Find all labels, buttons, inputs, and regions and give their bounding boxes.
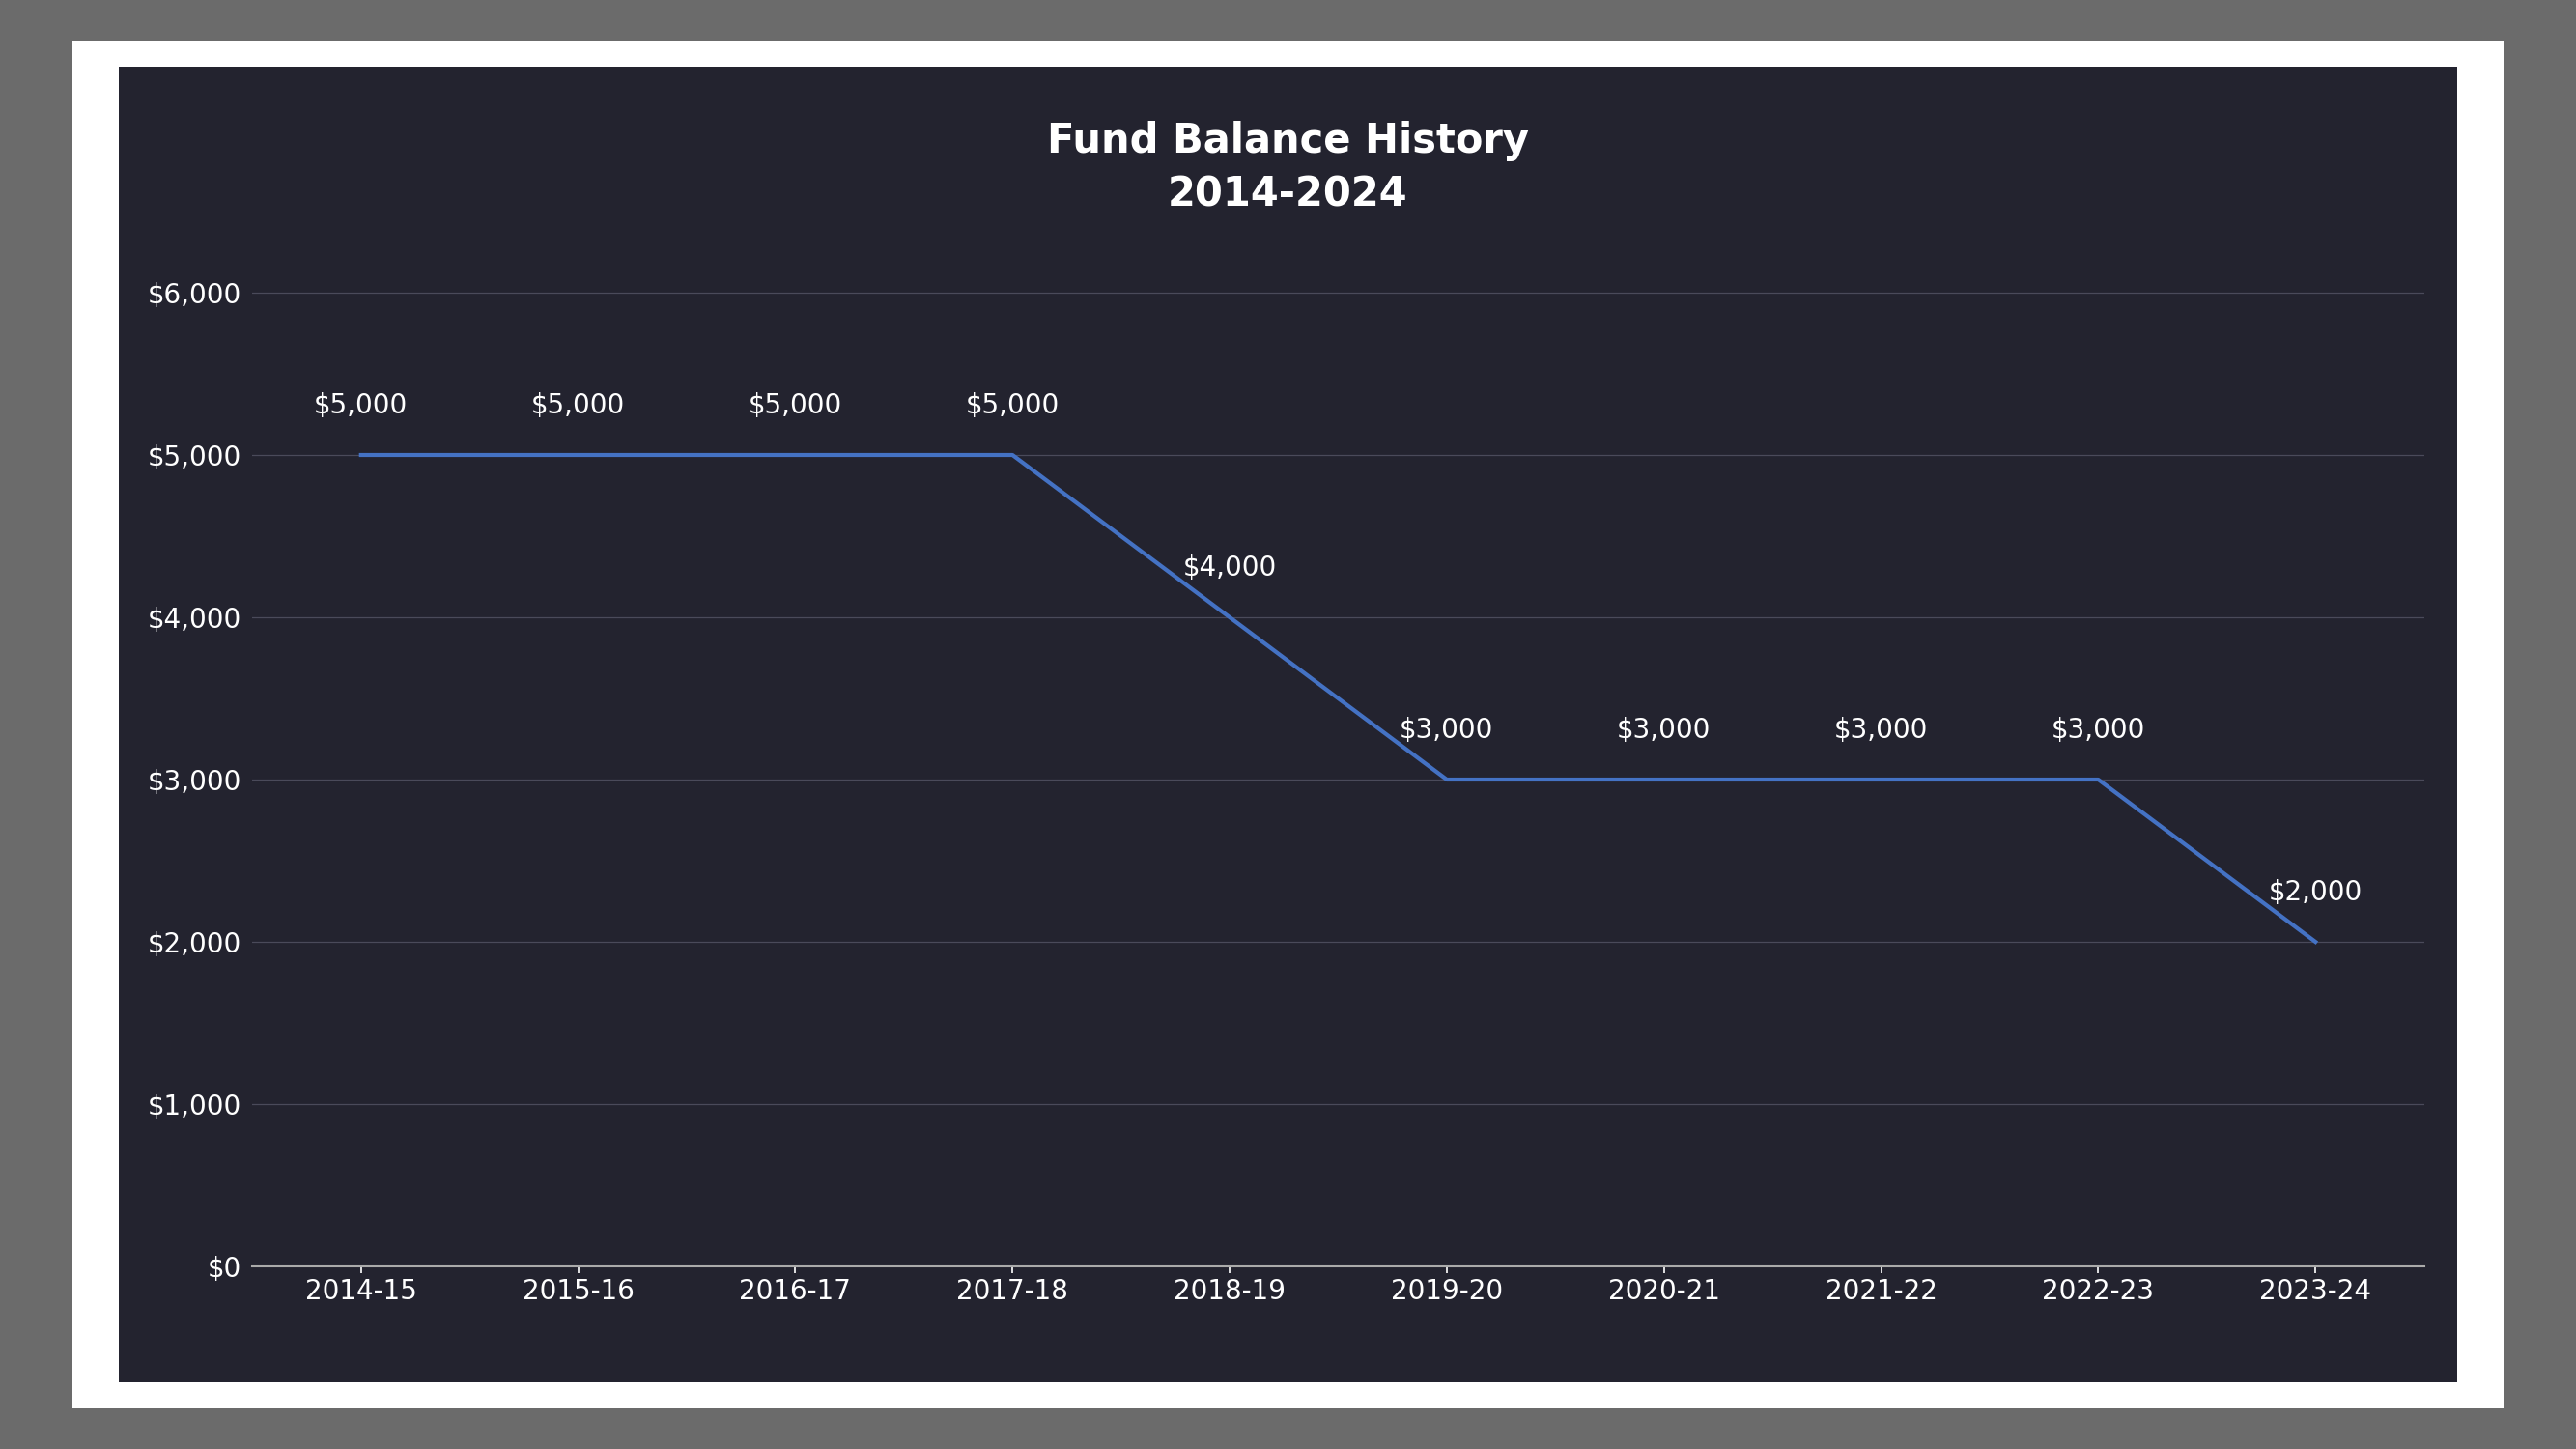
Text: $3,000: $3,000	[1618, 717, 1710, 743]
Text: Fund Balance History
2014-2024: Fund Balance History 2014-2024	[1046, 122, 1530, 214]
Text: $5,000: $5,000	[966, 393, 1059, 419]
Text: $3,000: $3,000	[1834, 717, 1929, 743]
Text: $5,000: $5,000	[531, 393, 626, 419]
Text: $5,000: $5,000	[314, 393, 407, 419]
Text: $2,000: $2,000	[2269, 880, 2362, 906]
Text: $5,000: $5,000	[750, 393, 842, 419]
Text: $3,000: $3,000	[1399, 717, 1494, 743]
Text: $4,000: $4,000	[1182, 555, 1278, 581]
Text: $3,000: $3,000	[2050, 717, 2146, 743]
